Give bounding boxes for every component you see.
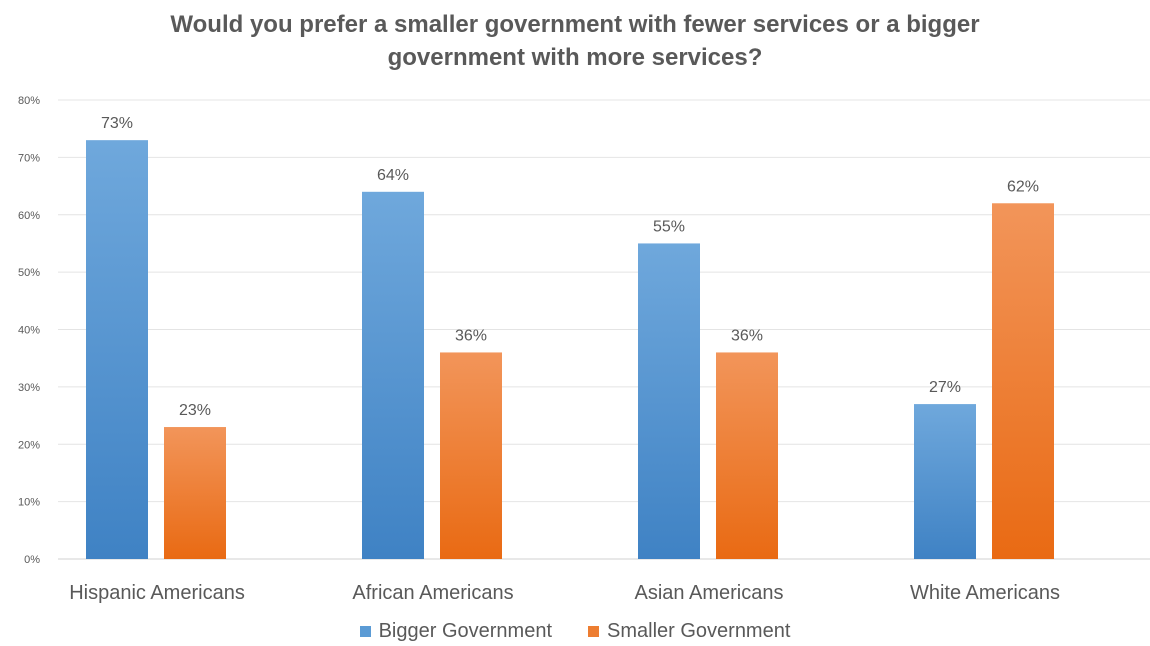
bar-smaller-government-asian-americans[interactable] bbox=[716, 352, 778, 559]
data-label-smaller-government-african-americans: 36% bbox=[455, 327, 487, 344]
y-tick-label-20: 20% bbox=[18, 439, 40, 451]
data-label-smaller-government-white-americans: 62% bbox=[1007, 178, 1039, 195]
data-label-bigger-government-white-americans: 27% bbox=[929, 379, 961, 396]
bar-smaller-government-white-americans[interactable] bbox=[992, 203, 1054, 559]
data-label-smaller-government-asian-americans: 36% bbox=[731, 327, 763, 344]
legend-item-bigger-government[interactable]: Bigger Government bbox=[359, 620, 552, 643]
data-label-bigger-government-hispanic-americans: 73% bbox=[101, 115, 133, 132]
legend-item-smaller-government[interactable]: Smaller Government bbox=[588, 620, 790, 643]
y-tick-label-80: 80% bbox=[18, 95, 40, 107]
x-tick-label-african-americans: African Americans bbox=[352, 582, 513, 604]
bar-bigger-government-asian-americans[interactable] bbox=[638, 243, 700, 559]
chart-title-line-2: government with more services? bbox=[387, 44, 763, 71]
bar-smaller-government-hispanic-americans[interactable] bbox=[164, 427, 226, 559]
data-label-bigger-government-asian-americans: 55% bbox=[653, 218, 685, 235]
y-tick-label-70: 70% bbox=[18, 152, 40, 164]
legend-label-bigger-government: Bigger Government bbox=[378, 620, 552, 642]
y-tick-label-60: 60% bbox=[18, 210, 40, 222]
bar-smaller-government-african-americans[interactable] bbox=[440, 352, 502, 559]
chart-title-line-1: Would you prefer a smaller government wi… bbox=[170, 11, 980, 38]
y-tick-label-30: 30% bbox=[18, 382, 40, 394]
legend-label-smaller-government: Smaller Government bbox=[607, 620, 791, 642]
y-tick-label-0: 0% bbox=[24, 554, 40, 566]
legend-swatch-smaller-government bbox=[588, 626, 599, 637]
y-tick-label-10: 10% bbox=[18, 497, 40, 509]
data-label-bigger-government-african-americans: 64% bbox=[377, 167, 409, 184]
bar-bigger-government-african-americans[interactable] bbox=[362, 191, 424, 560]
x-tick-label-asian-americans: Asian Americans bbox=[635, 582, 784, 604]
x-tick-label-hispanic-americans: Hispanic Americans bbox=[69, 582, 245, 604]
legend: Bigger Government Smaller Government bbox=[0, 620, 1150, 643]
legend-swatch-bigger-government bbox=[359, 626, 371, 637]
chart-title: Would you prefer a smaller government wi… bbox=[0, 8, 1150, 74]
bar-bigger-government-hispanic-americans[interactable] bbox=[86, 140, 148, 559]
x-tick-label-white-americans: White Americans bbox=[910, 582, 1060, 604]
bar-bigger-government-white-americans[interactable] bbox=[914, 404, 976, 559]
data-label-smaller-government-hispanic-americans: 23% bbox=[179, 402, 211, 419]
y-tick-label-40: 40% bbox=[18, 325, 40, 337]
y-tick-label-50: 50% bbox=[18, 267, 40, 279]
